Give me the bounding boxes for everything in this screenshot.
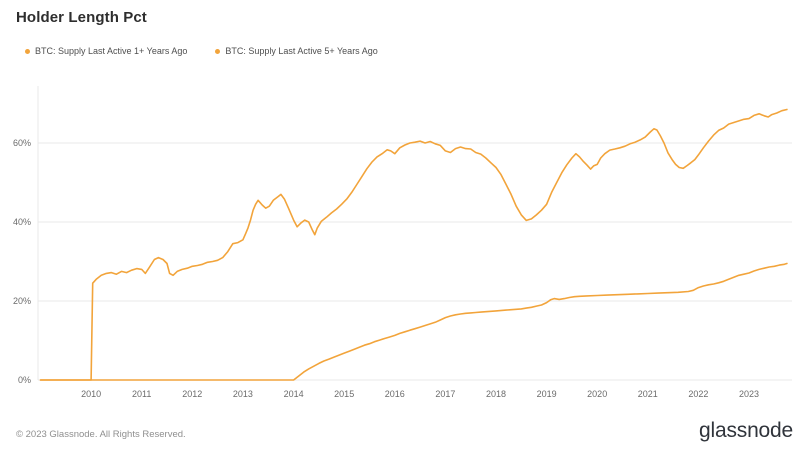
chart-legend: BTC: Supply Last Active 1+ Years Ago BTC… [25, 46, 378, 56]
glassnode-logo: glassnode [699, 419, 793, 442]
x-tick-label: 2010 [81, 389, 101, 399]
series-line-1 [39, 262, 788, 381]
legend-label: BTC: Supply Last Active 5+ Years Ago [225, 46, 378, 56]
x-tick-label: 2012 [182, 389, 202, 399]
x-tick-label: 2023 [739, 389, 759, 399]
series-line-0 [39, 108, 788, 381]
x-tick-label: 2018 [486, 389, 506, 399]
chart-area: 0% 20% 40% 60% 2010 2011 2012 2013 2014 2015 2016 2… [0, 68, 811, 408]
y-tick-label: 20% [13, 296, 31, 306]
legend-dot-icon [215, 48, 221, 54]
y-tick-label: 0% [18, 375, 31, 385]
x-tick-label: 2019 [537, 389, 557, 399]
x-tick-label: 2011 [132, 389, 151, 399]
chart-svg[interactable]: 0% 20% 40% 60% 2010 2011 2012 2013 2014 2015 2016 2… [0, 68, 811, 408]
legend-label: BTC: Supply Last Active 1+ Years Ago [35, 46, 188, 56]
y-tick-label: 60% [13, 138, 31, 148]
x-tick-label: 2015 [334, 389, 354, 399]
x-tick-label: 2013 [233, 389, 253, 399]
legend-dot-icon [25, 48, 30, 54]
x-tick-label: 2021 [638, 389, 658, 399]
x-tick-label: 2016 [385, 389, 405, 399]
x-tick-label: 2022 [688, 389, 708, 399]
x-tick-label: 2020 [587, 389, 607, 399]
x-tick-label: 2017 [435, 389, 455, 399]
legend-item-supply-1y[interactable]: BTC: Supply Last Active 1+ Years Ago [25, 46, 187, 56]
footer-copyright: © 2023 Glassnode. All Rights Reserved. [16, 429, 186, 440]
page-title: Holder Length Pct [16, 9, 147, 26]
x-tick-label: 2014 [284, 389, 304, 399]
y-tick-label: 40% [13, 217, 31, 227]
legend-item-supply-5y[interactable]: BTC: Supply Last Active 5+ Years Ago [215, 46, 378, 56]
